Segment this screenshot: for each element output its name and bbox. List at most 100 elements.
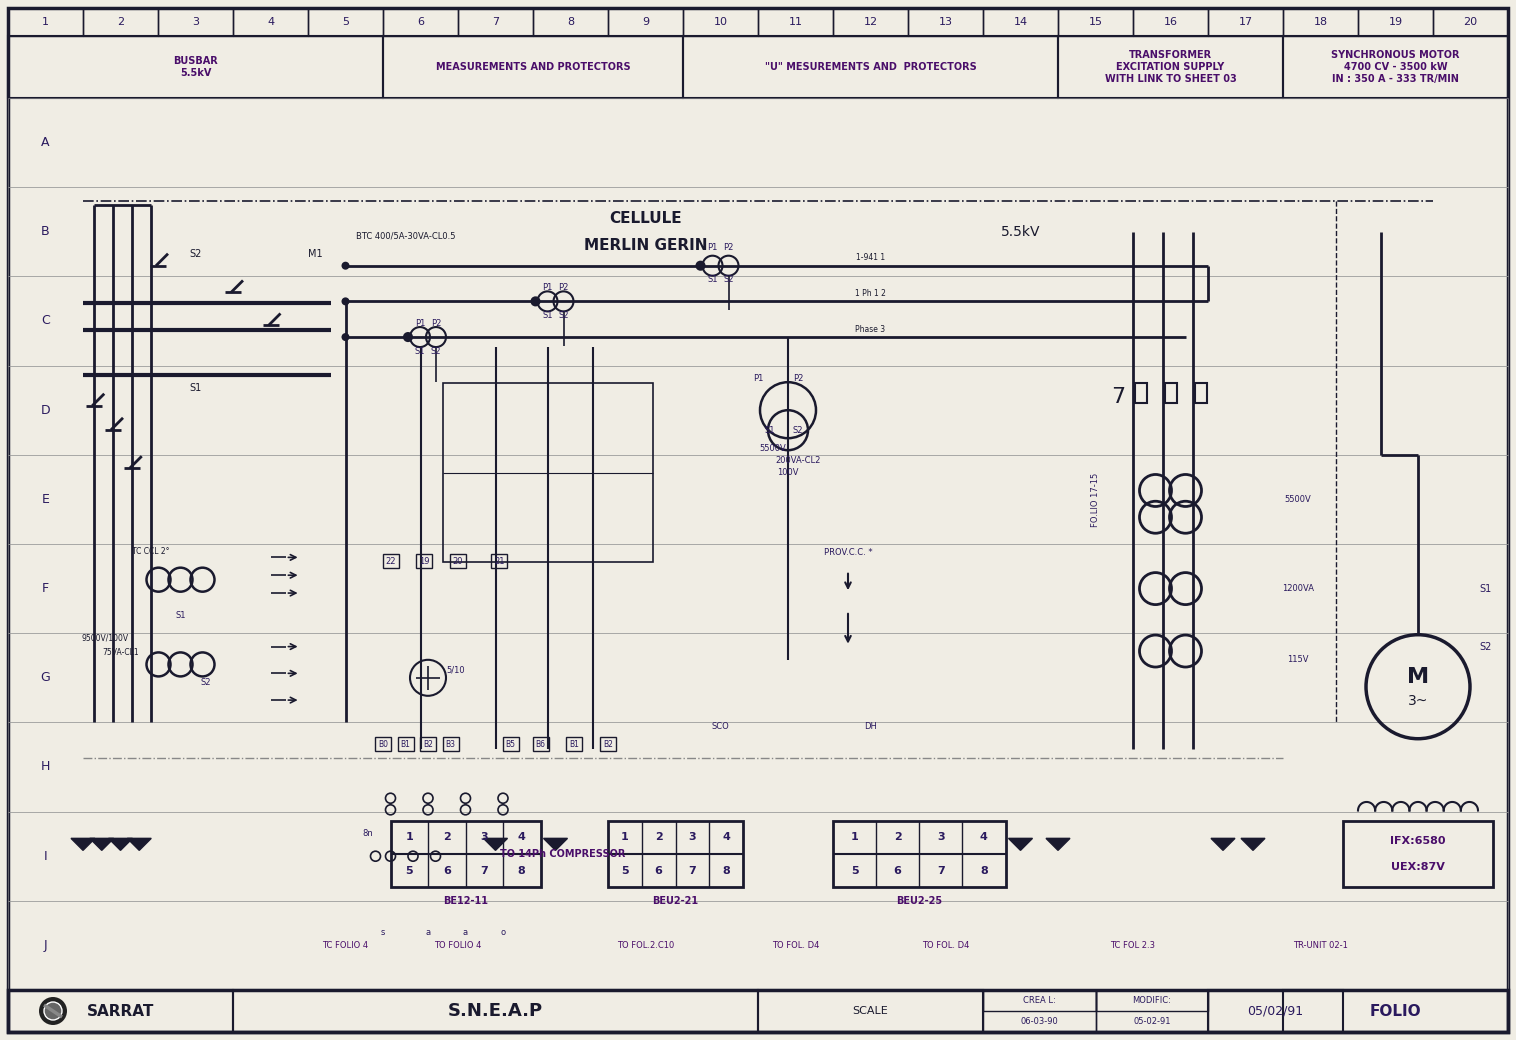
Text: S2: S2: [431, 346, 441, 356]
Text: P1: P1: [415, 318, 424, 328]
Text: 8: 8: [518, 865, 526, 876]
Text: PROV.C.C. *: PROV.C.C. *: [823, 548, 872, 557]
Polygon shape: [544, 838, 567, 851]
Bar: [158, 8, 233, 36]
Bar: [8, 98, 1508, 187]
Text: P2: P2: [558, 283, 568, 292]
Text: 19: 19: [418, 557, 429, 567]
Text: 5500V: 5500V: [760, 444, 787, 452]
Text: G: G: [41, 671, 50, 684]
Text: 7: 7: [1111, 387, 1125, 407]
Text: TC FOLIO 4: TC FOLIO 4: [323, 941, 368, 950]
Text: S1: S1: [543, 311, 553, 320]
Bar: [608, 8, 684, 36]
Bar: [908, 8, 982, 36]
Bar: [1134, 384, 1146, 404]
Text: 14: 14: [1013, 17, 1028, 27]
Text: TC FOL 2.3: TC FOL 2.3: [1111, 941, 1155, 950]
Text: SCO: SCO: [711, 723, 729, 731]
Text: S2: S2: [200, 678, 211, 686]
Text: P2: P2: [723, 243, 734, 252]
Text: 4: 4: [722, 832, 731, 842]
Text: Phase 3: Phase 3: [855, 324, 885, 334]
Text: F: F: [42, 582, 49, 595]
Text: DH: DH: [864, 723, 876, 731]
Text: 4: 4: [979, 832, 988, 842]
Bar: [1096, 990, 1208, 1032]
Text: TC CCL 2°: TC CCL 2°: [132, 547, 170, 555]
Text: 15: 15: [1088, 17, 1102, 27]
Text: o: o: [500, 928, 505, 937]
Text: s: s: [381, 928, 385, 937]
Text: BUSBAR
5.5kV: BUSBAR 5.5kV: [173, 56, 218, 78]
Text: 6: 6: [417, 17, 424, 27]
Text: TO 14Ph COMPRESSOR: TO 14Ph COMPRESSOR: [500, 849, 626, 859]
Polygon shape: [1211, 838, 1236, 851]
Text: E: E: [41, 493, 50, 505]
Bar: [8, 811, 1508, 901]
Text: S1: S1: [764, 425, 775, 435]
Text: S2: S2: [793, 425, 803, 435]
Text: BEU2-25: BEU2-25: [896, 896, 943, 907]
Text: P1: P1: [543, 283, 553, 292]
Text: B5: B5: [505, 740, 515, 749]
Text: 8: 8: [567, 17, 575, 27]
Text: S1: S1: [190, 383, 202, 393]
Polygon shape: [1008, 838, 1032, 851]
Polygon shape: [1046, 838, 1070, 851]
Bar: [8, 633, 1508, 723]
Text: 1: 1: [622, 832, 629, 842]
Bar: [600, 736, 615, 751]
Bar: [8, 187, 1508, 277]
Text: A: A: [41, 136, 50, 149]
Text: 8n: 8n: [362, 830, 373, 838]
Bar: [1343, 821, 1493, 887]
Text: 8: 8: [979, 865, 988, 876]
Text: S2: S2: [558, 311, 568, 320]
Text: 1 Ph 1 2: 1 Ph 1 2: [855, 289, 885, 297]
Polygon shape: [127, 838, 152, 851]
Text: S1: S1: [708, 276, 717, 284]
Bar: [8, 8, 83, 36]
Circle shape: [44, 1002, 62, 1020]
Bar: [384, 8, 458, 36]
Bar: [83, 8, 158, 36]
Text: 9: 9: [641, 17, 649, 27]
Text: 6: 6: [655, 865, 662, 876]
Text: 13: 13: [938, 17, 952, 27]
Text: BTC 400/5A-30VA-CL0.5: BTC 400/5A-30VA-CL0.5: [356, 232, 455, 240]
Bar: [8, 277, 1508, 366]
Text: 5: 5: [622, 865, 629, 876]
Text: 1: 1: [850, 832, 858, 842]
Polygon shape: [1242, 838, 1264, 851]
Text: SCALE: SCALE: [852, 1006, 888, 1016]
Text: 10: 10: [714, 17, 728, 27]
Circle shape: [341, 297, 350, 306]
Text: D: D: [41, 404, 50, 417]
Bar: [1096, 990, 1208, 1011]
Text: 7: 7: [688, 865, 696, 876]
Text: UEX:87V: UEX:87V: [1392, 862, 1445, 873]
Bar: [420, 736, 437, 751]
Text: MEASUREMENTS AND PROTECTORS: MEASUREMENTS AND PROTECTORS: [435, 62, 631, 72]
Bar: [567, 736, 582, 751]
Text: J: J: [44, 939, 47, 952]
Bar: [443, 384, 653, 562]
Bar: [8, 990, 1508, 1032]
Text: 7: 7: [481, 865, 488, 876]
Bar: [382, 554, 399, 568]
Text: 16: 16: [1163, 17, 1178, 27]
Polygon shape: [109, 838, 132, 851]
Bar: [758, 8, 832, 36]
Bar: [982, 990, 1096, 1032]
Bar: [374, 736, 391, 751]
Bar: [684, 8, 758, 36]
Text: CELLULE: CELLULE: [609, 211, 682, 226]
Circle shape: [39, 997, 67, 1025]
Bar: [8, 544, 1508, 633]
Polygon shape: [71, 838, 96, 851]
Bar: [534, 8, 608, 36]
Text: 1-941 1: 1-941 1: [857, 253, 885, 262]
Text: 3: 3: [193, 17, 199, 27]
Text: S.N.E.A.P: S.N.E.A.P: [447, 1002, 543, 1020]
